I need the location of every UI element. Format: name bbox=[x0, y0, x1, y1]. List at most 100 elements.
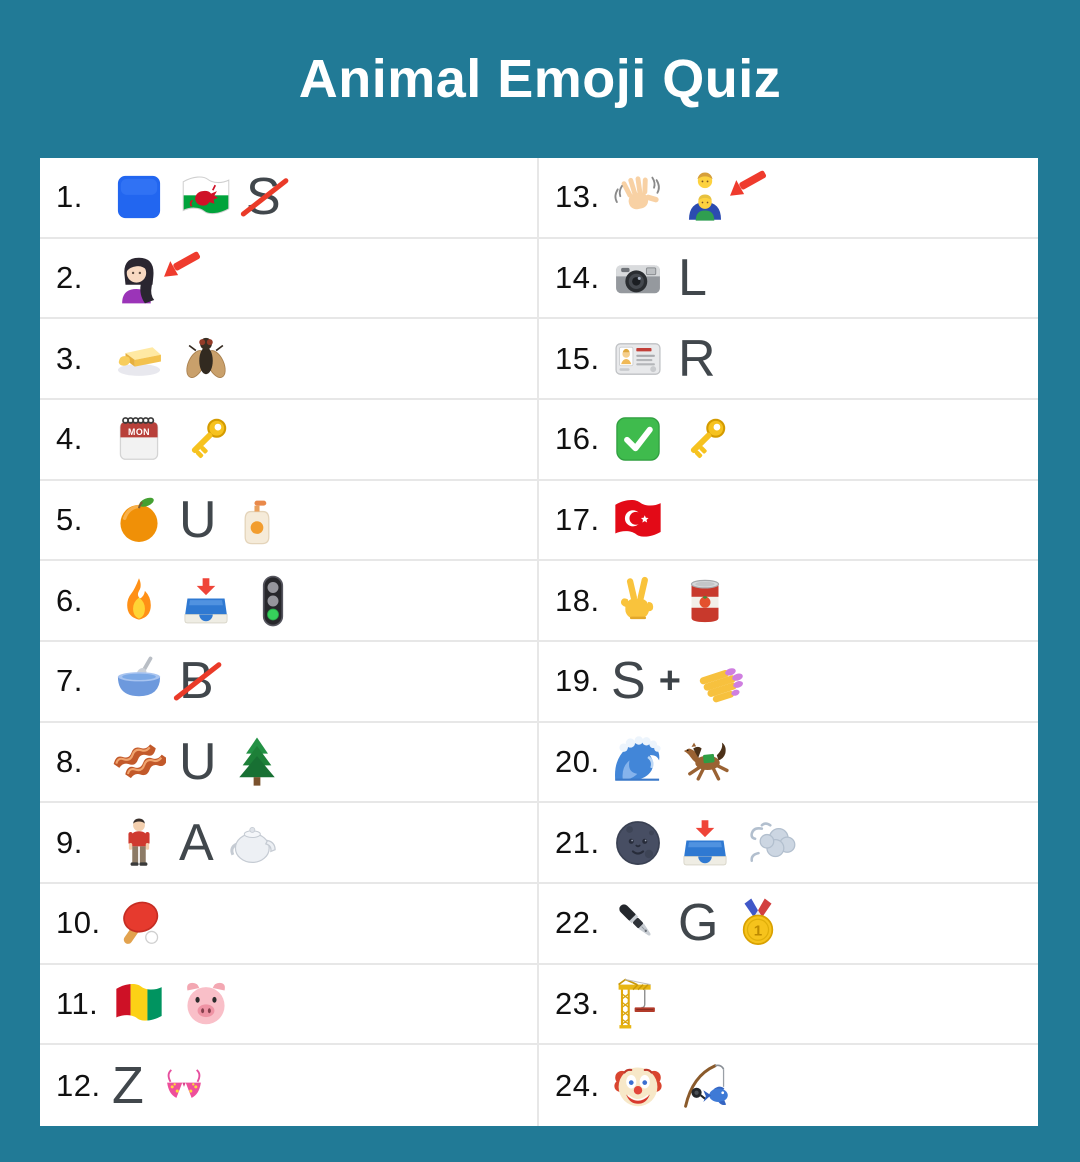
letter-clue: R bbox=[678, 329, 716, 388]
question-number: 22. bbox=[555, 905, 600, 941]
man-standing-emoji bbox=[112, 816, 166, 870]
clue-group bbox=[611, 977, 665, 1031]
question-number: 10. bbox=[56, 905, 101, 941]
quiz-row-9: 9. A bbox=[40, 803, 539, 884]
fishing-pole-emoji bbox=[678, 1059, 732, 1113]
blue-square-emoji bbox=[112, 170, 166, 224]
clue-group bbox=[112, 896, 166, 950]
red-arrow-emoji bbox=[157, 240, 207, 290]
letter-clue: U bbox=[179, 732, 217, 791]
question-number: 6. bbox=[56, 582, 83, 618]
svg-text:1: 1 bbox=[754, 923, 763, 940]
clue-group: L bbox=[611, 251, 707, 305]
quiz-grid: 1. S 2. 3. 4. MON 5. U 6. 7. B 8. U 9. A 10. 11. 12. Z 13. 1… bbox=[40, 158, 1038, 1126]
quiz-row-4: 4. MON bbox=[40, 399, 539, 481]
quiz-row-7: 7. B bbox=[40, 641, 539, 723]
page-title: Animal Emoji Quiz bbox=[298, 49, 782, 109]
ping-pong-emoji bbox=[112, 896, 166, 950]
question-number: 24. bbox=[555, 1067, 600, 1103]
clue-group bbox=[611, 170, 773, 224]
question-number: 16. bbox=[555, 421, 600, 457]
camera-emoji bbox=[611, 251, 665, 305]
lotion-emoji bbox=[230, 493, 284, 547]
quiz-row-5: 5. U bbox=[40, 480, 539, 562]
quiz-row-21: 21. bbox=[539, 803, 1038, 884]
quiz-row-14: 14. L bbox=[539, 238, 1038, 320]
quiz-row-11: 11. bbox=[40, 964, 539, 1046]
fountain-pen-emoji bbox=[611, 896, 665, 950]
nail-polish-emoji bbox=[694, 654, 748, 708]
inbox-emoji bbox=[678, 816, 732, 870]
question-number: 21. bbox=[555, 824, 600, 860]
quiz-row-23: 23. bbox=[539, 964, 1038, 1046]
clown-emoji bbox=[611, 1059, 665, 1113]
clue-group bbox=[112, 574, 300, 628]
question-number: 20. bbox=[555, 743, 600, 779]
question-number: 9. bbox=[56, 824, 83, 860]
plus-sign: + bbox=[658, 660, 681, 703]
quiz-row-24: 24. bbox=[539, 1045, 1038, 1126]
clue-group: A bbox=[112, 816, 281, 870]
question-number: 1. bbox=[56, 179, 83, 215]
flag-guinea-emoji bbox=[112, 977, 166, 1031]
quiz-row-20: 20. bbox=[539, 722, 1038, 804]
letter-clue: U bbox=[179, 490, 217, 549]
butter-emoji bbox=[112, 332, 166, 386]
quiz-row-17: 17. bbox=[539, 480, 1038, 562]
quiz-row-15: 15. R bbox=[539, 319, 1038, 400]
question-number: 19. bbox=[555, 663, 600, 699]
question-number: 3. bbox=[56, 340, 83, 376]
quiz-row-2: 2. bbox=[40, 238, 539, 320]
woman-emoji bbox=[112, 251, 166, 305]
clue-group bbox=[611, 493, 665, 547]
moon-face-emoji bbox=[611, 816, 665, 870]
clue-group: B bbox=[112, 654, 214, 708]
letter-clue: L bbox=[678, 248, 707, 307]
clue-group: R bbox=[611, 332, 716, 386]
question-number: 11. bbox=[56, 985, 99, 1021]
letter-clue: G bbox=[678, 894, 719, 953]
quiz-row-16: 16. bbox=[539, 399, 1038, 481]
clue-group: U bbox=[112, 735, 284, 789]
letter-clue: S bbox=[611, 652, 646, 711]
question-number: 2. bbox=[56, 259, 83, 295]
question-number: 12. bbox=[56, 1067, 101, 1103]
traffic-light-emoji bbox=[246, 574, 300, 628]
quiz-row-3: 3. bbox=[40, 319, 539, 400]
question-number: 8. bbox=[56, 743, 83, 779]
question-number: 14. bbox=[555, 259, 600, 295]
clue-group: Z bbox=[112, 1059, 211, 1113]
key-emoji bbox=[678, 412, 732, 466]
fire-emoji bbox=[112, 574, 166, 628]
question-number: 15. bbox=[555, 340, 600, 376]
victory-hand-emoji bbox=[611, 574, 665, 628]
key-emoji bbox=[179, 412, 233, 466]
wave-emoji bbox=[611, 735, 665, 789]
question-number: 17. bbox=[555, 501, 600, 537]
letter-clue: A bbox=[179, 813, 214, 872]
crane-emoji bbox=[611, 977, 665, 1031]
clue-group: S + bbox=[611, 654, 748, 708]
teapot-emoji bbox=[227, 816, 281, 870]
quiz-panel: 1. S 2. 3. 4. MON 5. U 6. 7. B 8. U 9. A 10. 11. 12. Z 13. 1… bbox=[40, 158, 1038, 1126]
question-number: 23. bbox=[555, 985, 600, 1021]
quiz-row-19: 19. S + bbox=[539, 641, 1038, 723]
clue-group bbox=[611, 1059, 732, 1113]
quiz-row-8: 8. U bbox=[40, 722, 539, 804]
clue-group bbox=[112, 977, 233, 1031]
clue-group bbox=[611, 412, 732, 466]
clue-group: U bbox=[112, 493, 284, 547]
bacon-emoji bbox=[112, 735, 166, 789]
clue-group: MON bbox=[112, 412, 233, 466]
clue-group bbox=[112, 332, 233, 386]
quiz-row-13: 13. bbox=[539, 158, 1038, 239]
family-man-boy-emoji bbox=[678, 170, 732, 224]
canned-food-emoji bbox=[678, 574, 732, 628]
tangerine-emoji bbox=[112, 493, 166, 547]
crossed-letter-clue: B bbox=[179, 652, 214, 711]
clue-group bbox=[611, 574, 732, 628]
letter-clue: Z bbox=[112, 1056, 144, 1115]
id-card-emoji bbox=[611, 332, 665, 386]
check-button-emoji bbox=[611, 412, 665, 466]
